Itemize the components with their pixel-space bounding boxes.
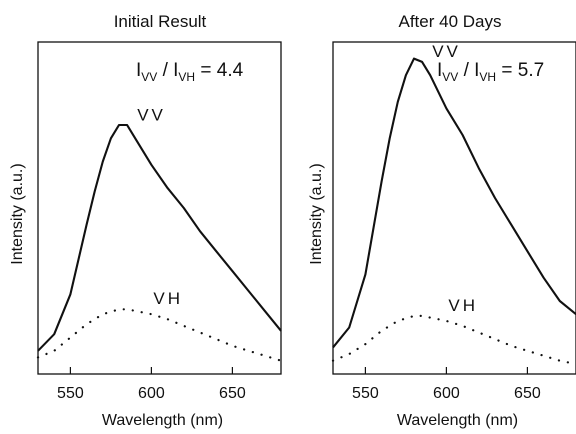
x-tick-label: 650 <box>219 385 246 402</box>
intensity-ratio-annotation: IVV / IVH = 5.7 <box>437 60 544 84</box>
plot-frame <box>332 41 576 375</box>
plot-frame <box>37 41 282 375</box>
series-label-vv: VV <box>432 42 461 61</box>
y-axis-label: Intensity (a.u.) <box>9 163 26 264</box>
series-label-vh: VH <box>448 296 478 315</box>
x-axis-label: Wavelength (nm) <box>397 412 518 429</box>
intensity-ratio-annotation: IVV / IVH = 4.4 <box>136 60 244 84</box>
chart-panel-1: Initial Result 550 600 650 Wavelength (nm) In… <box>9 12 283 429</box>
x-tick-label: 600 <box>433 385 460 402</box>
x-tick-label: 550 <box>57 385 84 402</box>
x-tick-label: 550 <box>352 385 379 402</box>
chart-title: After 40 Days <box>399 12 502 31</box>
series-vh-line <box>331 314 576 366</box>
x-tick-label: 600 <box>138 385 165 402</box>
x-tick-label: 650 <box>514 385 541 402</box>
x-axis-label: Wavelength (nm) <box>102 412 223 429</box>
series-vv-line <box>37 123 282 352</box>
chart-panel-2: After 40 Days 550 600 650 Wavelength (nm) Int… <box>308 12 576 429</box>
series-vv-line <box>332 57 576 349</box>
chart-title: Initial Result <box>114 12 207 31</box>
series-vh-line <box>36 308 283 362</box>
y-axis-label: Intensity (a.u.) <box>308 163 325 264</box>
series-label-vh: VH <box>153 289 183 308</box>
series-label-vv: VV <box>137 105 166 124</box>
